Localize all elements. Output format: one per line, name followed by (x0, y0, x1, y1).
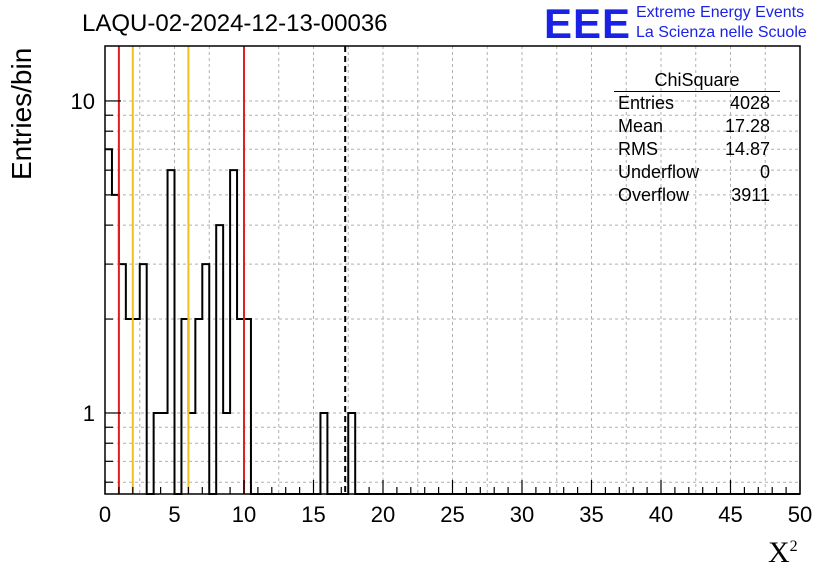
x-axis-label: X2 (768, 536, 798, 570)
stats-value: 17.28 (724, 116, 770, 136)
stats-row-underflow: Underflow 0 (614, 161, 780, 184)
y-tick-label: 1 (83, 401, 95, 426)
x-tick-label: 15 (301, 502, 325, 527)
x-tick-label: 50 (788, 502, 812, 527)
stats-value: 0 (759, 162, 770, 182)
stats-row-entries: Entries 4028 (614, 92, 780, 115)
x-axis-label-base: X (768, 536, 790, 569)
stats-key: Underflow (618, 162, 700, 182)
x-tick-label: 45 (718, 502, 742, 527)
stats-box: ChiSquare Entries 4028 Mean 17.28 RMS 14… (614, 68, 780, 207)
x-tick-label: 10 (232, 502, 256, 527)
x-axis-ticks: 0 5 10 15 20 25 30 35 40 45 50 (99, 480, 812, 527)
logo-mark: EEE (544, 0, 632, 47)
stats-divider (614, 91, 780, 92)
stats-key: Overflow (618, 185, 690, 205)
grid-lines (105, 46, 800, 494)
chart-title: LAQU-02-2024-12-13-00036 (82, 10, 388, 37)
logo-line-1: Extreme Energy Events (636, 4, 805, 21)
y-tick-label: 10 (71, 89, 95, 114)
threshold-lines (117, 46, 347, 494)
stats-row-mean: Mean 17.28 (614, 115, 780, 138)
stats-value: 14.87 (724, 139, 770, 159)
stats-key: Entries (618, 93, 675, 113)
stats-key: RMS (618, 139, 658, 159)
x-tick-label: 5 (168, 502, 180, 527)
x-axis-label-exponent: 2 (789, 538, 798, 555)
logo-line-2: La Scienza nelle Scuole (636, 24, 807, 41)
stats-row-overflow: Overflow 3911 (614, 184, 780, 207)
stats-value: 4028 (729, 93, 770, 113)
stats-title: ChiSquare (654, 70, 740, 90)
x-tick-label: 20 (371, 502, 395, 527)
x-tick-label: 35 (579, 502, 603, 527)
stats-row-rms: RMS 14.87 (614, 138, 780, 161)
x-tick-label: 25 (440, 502, 464, 527)
y-axis-label: Entries/bin (6, 47, 37, 180)
stats-value: 3911 (731, 185, 770, 205)
x-tick-label: 30 (510, 502, 534, 527)
x-tick-label: 40 (649, 502, 673, 527)
stats-key: Mean (618, 116, 664, 136)
x-tick-label: 0 (99, 502, 111, 527)
y-axis-ticks: 1 10 (71, 89, 121, 483)
